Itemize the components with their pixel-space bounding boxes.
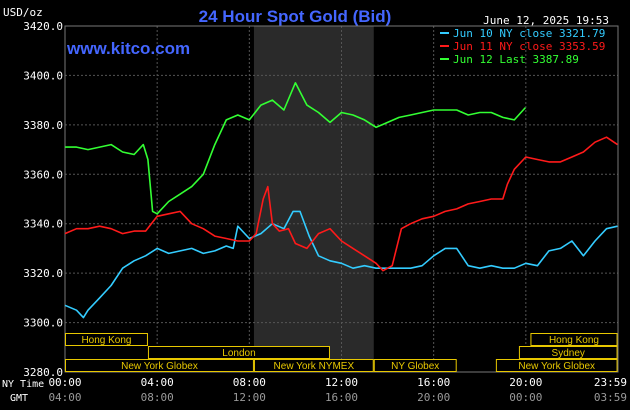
x-tick-label-gmt: 16:00 <box>325 391 358 404</box>
market-band-label: Hong Kong <box>549 335 599 346</box>
legend-entry-jun11: Jun 11 NY close 3353.59 <box>453 40 605 53</box>
market-band: New York NYMEX <box>253 359 374 372</box>
market-band-box <box>147 346 330 359</box>
gmt-axis-label: GMT <box>10 393 28 404</box>
market-band-box <box>253 359 374 372</box>
market-band: London <box>147 346 330 359</box>
x-tick-label-gmt: 08:00 <box>141 391 174 404</box>
x-tick-label-ny: 16:00 <box>417 376 450 389</box>
series-line-jun12 <box>65 82 526 215</box>
series-line-jun10 <box>64 210 618 319</box>
market-band-label: Sydney <box>552 348 585 359</box>
x-tick-label-ny: 04:00 <box>141 376 174 389</box>
market-band: New York Globex <box>495 359 618 372</box>
market-band-label: Hong Kong <box>81 335 131 346</box>
x-tick-label-ny: 08:00 <box>233 376 266 389</box>
market-band-box <box>518 346 618 359</box>
y-tick-label: 3280.0 <box>23 366 63 379</box>
market-band-label: London <box>222 348 255 359</box>
x-tick-label-gmt: 12:00 <box>233 391 266 404</box>
legend-entry-jun12: Jun 12 Last 3387.89 <box>453 53 579 66</box>
x-tick-label-gmt: 00:00 <box>509 391 542 404</box>
market-band-box <box>65 333 148 346</box>
y-tick-label: 3320.0 <box>23 267 63 280</box>
x-tick-label-ny: 00:00 <box>48 376 81 389</box>
legend-entry-jun10: Jun 10 NY close 3321.79 <box>453 27 605 40</box>
market-band-label: New York Globex <box>121 361 198 372</box>
ny-time-axis-label: NY Time <box>2 379 44 390</box>
y-tick-label: 3300.0 <box>23 317 63 330</box>
y-tick-label: 3360.0 <box>23 168 63 181</box>
chart-title: 24 Hour Spot Gold (Bid) <box>199 7 392 26</box>
market-band-box <box>373 359 457 372</box>
x-tick-label-gmt: 04:00 <box>48 391 81 404</box>
x-tick-label-ny: 20:00 <box>509 376 542 389</box>
market-band: Hong Kong <box>65 333 148 346</box>
y-tick-label: 3380.0 <box>23 119 63 132</box>
market-band-label: New York NYMEX <box>274 361 355 372</box>
y-tick-label: 3420.0 <box>23 20 63 33</box>
x-tick-label-ny: 12:00 <box>325 376 358 389</box>
market-band: New York Globex <box>65 359 254 372</box>
nymex-session-shade <box>253 26 374 372</box>
market-band-box <box>495 359 618 372</box>
y-tick-label: 3340.0 <box>23 218 63 231</box>
market-band-label: New York Globex <box>518 361 595 372</box>
x-tick-label-ny: 23:59 <box>594 376 627 389</box>
series-line-jun11 <box>64 136 618 272</box>
website-label[interactable]: www.kitco.com <box>66 39 190 58</box>
market-band: NY Globex <box>373 359 457 372</box>
timestamp-label: June 12, 2025 19:53 <box>483 14 609 27</box>
market-band-box <box>65 359 254 372</box>
market-band: Hong Kong <box>530 333 618 346</box>
y-tick-label: 3400.0 <box>23 69 63 82</box>
x-tick-label-gmt: 03:59 <box>594 391 627 404</box>
market-band: Sydney <box>518 346 618 359</box>
unit-label: USD/oz <box>3 6 43 19</box>
x-tick-label-gmt: 20:00 <box>417 391 450 404</box>
market-band-label: NY Globex <box>391 361 439 372</box>
market-band-box <box>530 333 618 346</box>
